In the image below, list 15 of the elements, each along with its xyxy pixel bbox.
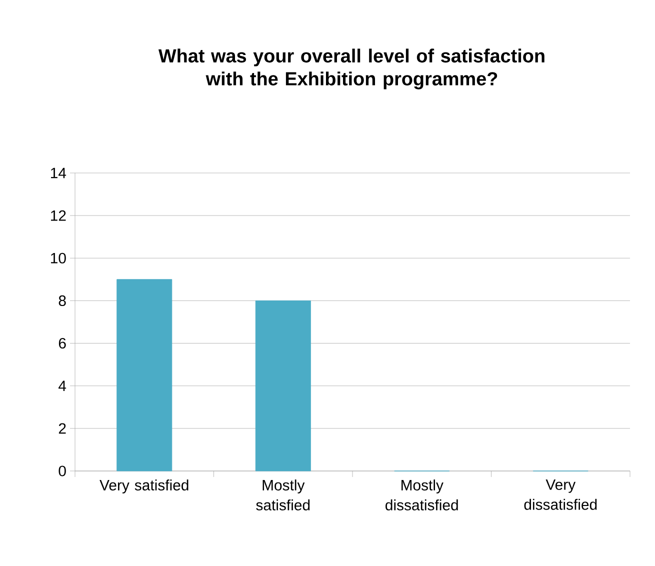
x-tick-label: Very dissatisfied xyxy=(524,480,597,510)
y-tick-label: 6 xyxy=(58,338,66,349)
y-tick-label: 0 xyxy=(58,466,66,476)
x-tick-label: Very satisfied xyxy=(100,480,188,494)
y-tick-label: 2 xyxy=(58,423,66,434)
bar xyxy=(255,300,311,472)
y-tick-label: 14 xyxy=(51,168,66,178)
x-tick-label: Mostly satisfied xyxy=(256,480,310,510)
bar xyxy=(116,279,172,472)
x-tick-label: Mostly dissatisfied xyxy=(386,480,458,510)
y-tick-label: 12 xyxy=(51,210,66,221)
chart-title: What was your overall level of satisfaction with the Exhibition programme? xyxy=(158,48,544,90)
y-tick-label: 10 xyxy=(51,252,66,264)
y-tick-label: 4 xyxy=(58,380,66,391)
y-tick-label: 8 xyxy=(58,295,66,306)
